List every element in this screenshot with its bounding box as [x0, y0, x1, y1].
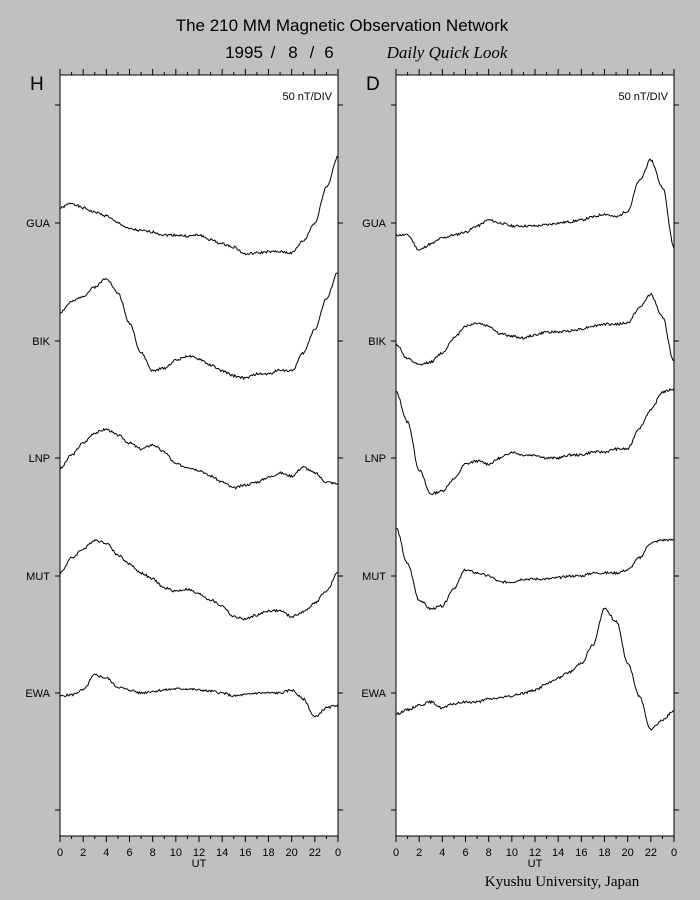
- station-label: BIK: [368, 336, 386, 348]
- x-tick-label: 4: [103, 847, 109, 859]
- x-axis-label: UT: [192, 858, 207, 870]
- date-year: 1995: [225, 43, 263, 62]
- x-tick-label: 16: [575, 847, 587, 859]
- x-tick-labels: 0 2 4 6 8 10 12 14 16 18 20 22 0: [57, 847, 341, 859]
- credit-text: Kyushu University, Japan: [485, 874, 640, 890]
- x-tick-label: 0: [671, 847, 677, 859]
- x-tick-label: 2: [416, 847, 422, 859]
- date-separator: /: [310, 43, 315, 62]
- x-tick-label: 10: [506, 847, 518, 859]
- trace-gua: [59, 155, 339, 256]
- panel-h: H 50 nT/DIV UT 0 2 4 6 8 10 12 14 16 18 20 22 0 GUA B…: [25, 69, 343, 870]
- station-label: LNP: [29, 453, 50, 465]
- x-tick-label: 0: [393, 847, 399, 859]
- trace-gua: [395, 158, 675, 251]
- station-label: EWA: [361, 688, 386, 700]
- trace-lnp: [395, 387, 675, 496]
- x-tick-label: 14: [216, 847, 228, 859]
- x-tick-label: 6: [126, 847, 132, 859]
- station-label: MUT: [26, 571, 50, 583]
- figure-title: The 210 MM Magnetic Observation Network: [176, 16, 509, 35]
- station-label: EWA: [25, 688, 50, 700]
- x-tick-label: 10: [170, 847, 182, 859]
- scale-label: 50 nT/DIV: [618, 91, 668, 103]
- x-tick-label: 22: [645, 847, 657, 859]
- tick-marks: [391, 69, 679, 842]
- date-separator: /: [271, 43, 276, 62]
- trace-mut: [395, 527, 675, 611]
- x-tick-label: 0: [57, 847, 63, 859]
- x-tick-label: 22: [309, 847, 321, 859]
- x-tick-label: 0: [335, 847, 341, 859]
- trace-bik: [395, 292, 675, 366]
- tick-marks: [55, 69, 343, 842]
- station-labels: GUA BIK LNP MUT EWA: [361, 218, 386, 700]
- x-tick-label: 6: [462, 847, 468, 859]
- date-day: 6: [324, 43, 333, 62]
- station-label: GUA: [362, 218, 387, 230]
- trace-bik: [59, 272, 339, 381]
- panel-d: D 50 nT/DIV UT 0 2 4 6 8 10 12 14 16 18 20 22 0 GUA B…: [361, 69, 679, 870]
- trace-lnp: [59, 427, 339, 490]
- x-tick-label: 4: [439, 847, 445, 859]
- traces: [395, 158, 675, 731]
- x-tick-label: 12: [193, 847, 205, 859]
- trace-ewa: [59, 673, 339, 718]
- x-tick-label: 20: [622, 847, 634, 859]
- station-label: LNP: [365, 453, 386, 465]
- station-label: MUT: [362, 571, 386, 583]
- x-tick-label: 2: [80, 847, 86, 859]
- panel-frame: [59, 74, 339, 837]
- x-tick-label: 20: [286, 847, 298, 859]
- trace-mut: [59, 538, 339, 621]
- trace-ewa: [395, 607, 675, 731]
- figure-subtitle: Daily Quick Look: [386, 43, 508, 62]
- x-tick-label: 8: [150, 847, 156, 859]
- x-tick-label: 18: [598, 847, 610, 859]
- x-tick-label: 14: [552, 847, 564, 859]
- x-tick-label: 8: [486, 847, 492, 859]
- panel-label: D: [366, 74, 380, 95]
- x-tick-label: 12: [529, 847, 541, 859]
- station-labels: GUA BIK LNP MUT EWA: [25, 218, 50, 700]
- station-label: GUA: [26, 218, 51, 230]
- x-tick-label: 18: [262, 847, 274, 859]
- station-label: BIK: [32, 336, 50, 348]
- scale-label: 50 nT/DIV: [282, 91, 332, 103]
- x-tick-label: 16: [239, 847, 251, 859]
- traces: [59, 155, 339, 718]
- x-tick-labels: 0 2 4 6 8 10 12 14 16 18 20 22 0: [393, 847, 677, 859]
- panel-label: H: [30, 74, 44, 95]
- date-month: 8: [288, 43, 297, 62]
- x-axis-label: UT: [528, 858, 543, 870]
